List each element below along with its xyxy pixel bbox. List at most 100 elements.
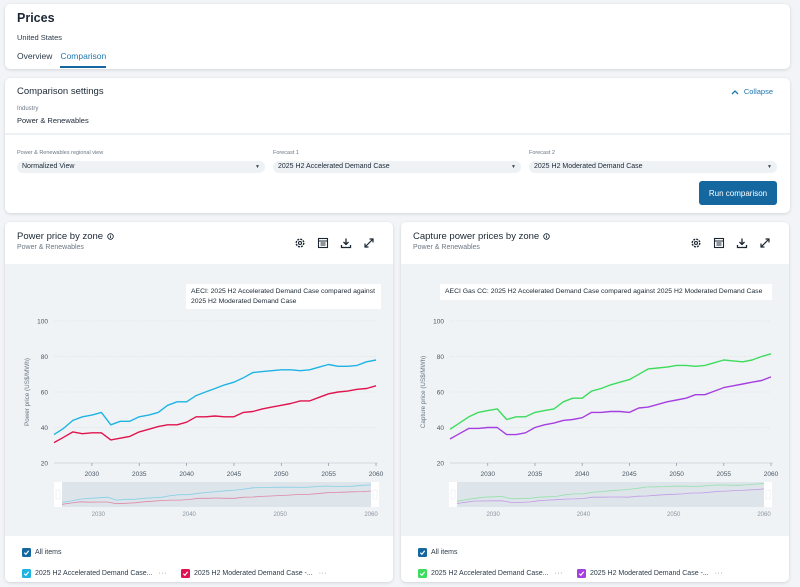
navigator-right-handle[interactable] — [372, 489, 378, 500]
page-title: Prices — [17, 11, 55, 25]
y-tick-label: 80 — [41, 354, 49, 361]
x-tick-label: 2055 — [321, 471, 336, 478]
more-options-icon[interactable]: ··· — [158, 570, 168, 577]
x-tick-label: 2050 — [669, 471, 684, 478]
chart-annotation: AECI: 2025 H2 Accelerated Demand Case co… — [186, 284, 381, 309]
expand-icon[interactable] — [363, 236, 375, 248]
regional-view-select[interactable]: Normalized View ▼ — [17, 161, 265, 173]
page-header: Prices United States Overview Comparison — [5, 4, 790, 69]
x-tick-label: 2060 — [764, 471, 779, 478]
forecast-1-select[interactable]: 2025 H2 Accelerated Demand Case ▼ — [273, 161, 521, 173]
regional-view-value: Normalized View — [22, 163, 75, 170]
info-icon[interactable] — [543, 233, 550, 240]
info-icon[interactable] — [107, 233, 114, 240]
series-line-accelerated[interactable] — [53, 359, 377, 436]
all-items-toggle[interactable]: All items — [22, 548, 61, 557]
tab-bar: Overview Comparison — [17, 51, 107, 68]
settings-gear-icon[interactable] — [690, 236, 702, 248]
forecast-2-select[interactable]: 2025 H2 Moderated Demand Case ▼ — [529, 161, 777, 173]
check-icon — [182, 571, 189, 577]
series-legend-row: 2025 H2 Accelerated Demand Case... ··· 2… — [418, 569, 733, 578]
more-options-icon[interactable]: ··· — [554, 570, 564, 577]
navigator-left-handle[interactable] — [450, 489, 456, 500]
industry-label: Industry — [17, 106, 39, 112]
forecast-1-label: Forecast 1 — [273, 150, 299, 156]
navigator-series-line — [456, 488, 765, 504]
y-tick-label: 40 — [41, 425, 49, 432]
page-subtitle: United States — [17, 33, 63, 42]
x-tick-label: 2035 — [528, 471, 543, 478]
x-tick-label: 2060 — [369, 471, 384, 478]
series-checkbox[interactable] — [418, 569, 427, 578]
legend-item-moderated[interactable]: 2025 H2 Moderated Demand Case -... ··· — [181, 569, 327, 578]
more-options-icon[interactable]: ··· — [714, 570, 724, 577]
navigator-window[interactable] — [62, 482, 371, 507]
more-options-icon[interactable]: ··· — [318, 570, 328, 577]
tab-overview[interactable]: Overview — [17, 51, 53, 61]
navigator-right-handle[interactable] — [765, 489, 771, 500]
check-icon — [578, 571, 585, 577]
check-icon — [23, 571, 30, 577]
y-tick-label: 60 — [437, 389, 445, 396]
y-tick-label: 20 — [41, 460, 49, 467]
expand-icon[interactable] — [759, 236, 771, 248]
forecast-2-value: 2025 H2 Moderated Demand Case — [534, 163, 643, 170]
run-comparison-button[interactable]: Run comparison — [699, 181, 777, 205]
check-icon — [23, 550, 30, 556]
comparison-settings-panel: Comparison settings Collapse Industry Po… — [5, 78, 790, 213]
navigator-tick-label: 2050 — [273, 512, 287, 518]
series-line-moderated[interactable] — [53, 385, 377, 444]
legend-label: 2025 H2 Moderated Demand Case -... — [194, 570, 313, 577]
regional-view-label: Power & Renewables regional view — [17, 150, 104, 156]
chart-subtitle: Power & Renewables — [413, 244, 480, 251]
chart-header: Capture power prices by zone Power & Ren… — [401, 222, 789, 264]
collapse-label: Collapse — [743, 87, 773, 96]
series-checkbox[interactable] — [577, 569, 587, 578]
series-line-moderated[interactable] — [449, 376, 772, 440]
legend-item-accelerated[interactable]: 2025 H2 Accelerated Demand Case... ··· — [22, 569, 167, 578]
navigator-tick-label: 2030 — [92, 512, 106, 518]
y-tick-label: 20 — [437, 460, 445, 467]
legend-item-accelerated[interactable]: 2025 H2 Accelerated Demand Case... ··· — [418, 569, 563, 578]
chart-title: Power price by zone — [17, 231, 104, 242]
x-tick-label: 2055 — [717, 471, 732, 478]
collapse-button[interactable]: Collapse — [731, 87, 773, 96]
x-tick-label: 2045 — [622, 471, 637, 478]
check-icon — [419, 550, 426, 556]
all-items-label: All items — [35, 549, 62, 556]
x-tick-label: 2030 — [481, 471, 496, 478]
chart-title-wrap: Power price by zone — [17, 231, 114, 242]
navigator-series-line — [456, 483, 765, 502]
plot-area: 20 40 60 80 100 2030 2035 2040 2045 2050 2055 2060 P… — [5, 264, 393, 536]
all-items-checkbox[interactable] — [22, 548, 31, 557]
caret-down-icon: ▼ — [255, 164, 260, 170]
divider — [5, 133, 790, 135]
legend-label: 2025 H2 Accelerated Demand Case... — [431, 570, 549, 577]
navigator-left-handle[interactable] — [55, 489, 61, 500]
y-axis-title: Capture price (US$/MWh) — [420, 356, 427, 428]
plot-area: 20 40 60 80 100 2030 2035 2040 2045 2050 2055 2060 C… — [401, 264, 789, 536]
all-items-checkbox[interactable] — [418, 548, 427, 557]
caret-down-icon: ▼ — [511, 164, 516, 170]
series-checkbox[interactable] — [181, 569, 191, 578]
legend-item-moderated[interactable]: 2025 H2 Moderated Demand Case -... ··· — [577, 569, 723, 578]
legend-label: 2025 H2 Accelerated Demand Case... — [35, 570, 153, 577]
all-items-toggle[interactable]: All items — [418, 548, 457, 557]
navigator-window[interactable] — [457, 482, 764, 507]
series-checkbox[interactable] — [22, 569, 31, 578]
legend-label: 2025 H2 Moderated Demand Case -... — [590, 570, 709, 577]
download-icon[interactable] — [736, 236, 748, 249]
table-view-icon[interactable] — [713, 236, 725, 249]
table-view-icon[interactable] — [317, 236, 329, 249]
series-line-accelerated[interactable] — [449, 353, 772, 430]
download-icon[interactable] — [340, 236, 352, 249]
chart-title-wrap: Capture power prices by zone — [413, 231, 550, 242]
chart-toolbar — [690, 236, 771, 249]
chart-legend: All items 2025 H2 Accelerated Demand Cas… — [401, 536, 789, 582]
tab-comparison[interactable]: Comparison — [60, 51, 107, 68]
chevron-up-icon — [731, 89, 739, 94]
x-tick-label: 2035 — [132, 471, 147, 478]
settings-gear-icon[interactable] — [294, 236, 306, 248]
